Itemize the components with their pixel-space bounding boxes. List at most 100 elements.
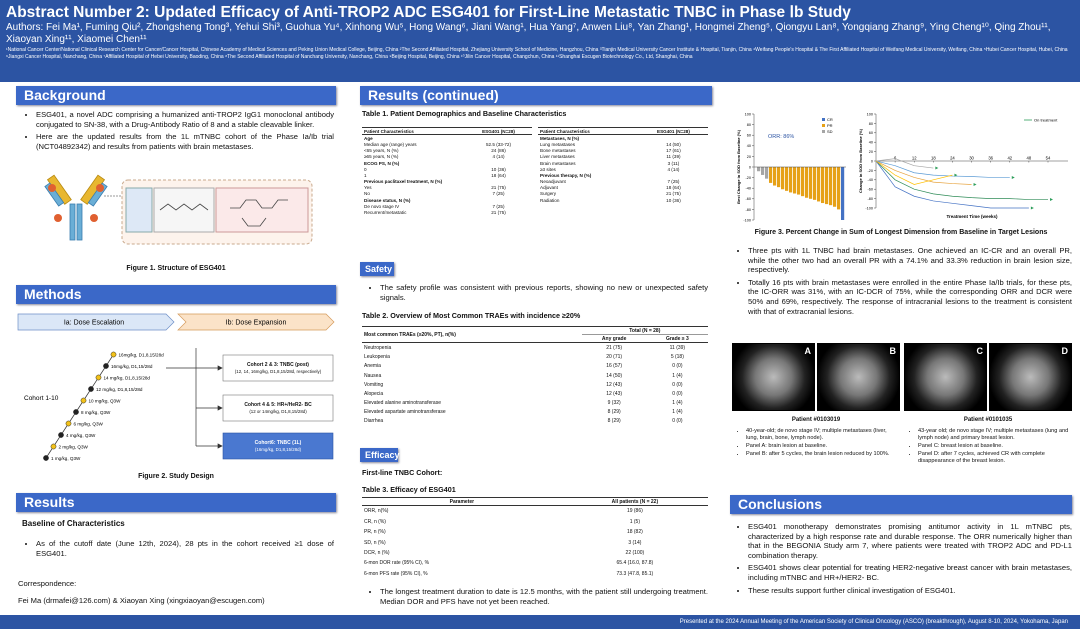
title: Abstract Number 2: Updated Efficacy of A…	[6, 4, 851, 21]
table-cell: Median age (range) years	[364, 141, 417, 147]
y-tick-label: 80	[747, 123, 751, 127]
table-cell: 21 (75)	[606, 344, 623, 351]
table-cell: 8 (29)	[607, 418, 621, 425]
patient-notes: 43-year old; de novo stage IV; multiple …	[904, 428, 1072, 465]
table-1: Patient Characteristics ESG401 (N=28) Age M…	[362, 126, 708, 216]
table-row: De novo stage IV 7 (25)	[362, 203, 532, 209]
table-row: 1 18 (64)	[362, 172, 532, 178]
y-tick-label: -100	[865, 206, 873, 210]
bar	[817, 167, 821, 202]
cohort-title: Cohort6: TNBC (1L)	[255, 440, 302, 446]
table-cell: Neutropenia	[364, 344, 392, 351]
table-cell: 6-mon PFS rate (95% CI), %	[364, 570, 428, 577]
bullet: Panel D: after 7 cycles, achieved CR wit…	[918, 451, 1072, 465]
legend-label: SD	[827, 129, 833, 134]
table-row: Anemia 16 (57) 0 (0)	[362, 362, 708, 371]
header-row: Patient Characteristics ESG401 (N=28)	[362, 126, 532, 136]
y-tick-label: 60	[869, 131, 873, 135]
table-cell: 16 (57)	[606, 363, 623, 370]
x-tick-label: 42	[1007, 156, 1012, 161]
patient-label: Patient #0103019	[791, 417, 841, 423]
bar	[781, 167, 785, 190]
waterfall-chart: 100 80 60 40 20 0 -20 -40 -60 -80 -100 Best Change …	[736, 112, 846, 222]
table-row: ECOG PS, N (%)	[362, 160, 532, 166]
bar	[833, 167, 837, 207]
bar	[829, 167, 833, 206]
table-cell: 14 (50)	[606, 372, 623, 379]
series-line	[875, 160, 972, 185]
dose-label: 12 mg/kg, D1,8,15/28d	[96, 387, 143, 392]
bullet: ESG401 monotherapy demonstrates promisin…	[748, 522, 1072, 560]
table-row: Vomiting 12 (43) 0 (0)	[362, 380, 708, 389]
dose-label: 14 mg/kg, D1,8,15/28d	[104, 376, 151, 381]
table-cell: 0 (0)	[672, 418, 683, 425]
table-cell: 7 (25)	[492, 203, 505, 209]
bar	[793, 167, 797, 194]
dose-label: 4 mg/kg, Q3W	[66, 433, 96, 438]
table-row: Elevated alanine aminotransferase 9 (32) 1…	[362, 399, 708, 408]
table-row: Lung metastases 14 (50)	[538, 141, 708, 147]
y-tick-label: 0	[749, 165, 751, 169]
table-row: Surgery 21 (75)	[538, 191, 708, 197]
dose-dot	[50, 443, 57, 450]
table-row: <65 years, N (%) 24 (86)	[362, 148, 532, 154]
y-tick-label: -80	[868, 197, 874, 201]
dose-dot	[95, 374, 102, 381]
section-heading: Methods	[16, 285, 336, 304]
y-tick-label: 100	[745, 112, 751, 116]
table-cell: 18 (64)	[666, 185, 681, 191]
y-tick-label: 20	[869, 150, 873, 154]
table-cell: PR, n (%)	[364, 529, 386, 536]
y-tick-label: 40	[869, 141, 873, 145]
bullet: The safety profile was consistent with p…	[380, 283, 708, 302]
series-line	[875, 160, 1048, 200]
table-row: Age	[362, 135, 532, 142]
table-cell: 7 (25)	[492, 191, 505, 197]
table-row: Alopecia 12 (43) 0 (0)	[362, 389, 708, 398]
table-cell: 9 (32)	[607, 400, 621, 407]
annotation: ORR: 86%	[768, 134, 794, 140]
dose-label: 16mg/kg, D1,15/28d	[111, 364, 153, 369]
table-cell: 19 (86)	[626, 508, 643, 515]
bar	[761, 167, 765, 175]
y-axis-label: Best Change in SOD from Baseline (%)	[736, 129, 741, 203]
dose-label: 1 mg/kg, Q3W	[51, 456, 81, 461]
table-title: Table 2. Overview of Most Common TRAEs w…	[362, 311, 581, 320]
table: Patient Characteristics ESG401 (N=28) Age M…	[362, 126, 532, 216]
column-header: ESG401 (N=28)	[638, 126, 708, 136]
cohort-title: Cohort 4 & 5: HR+/HeR2- BC	[244, 402, 312, 408]
panel-label: A	[804, 346, 812, 356]
bar	[769, 167, 773, 183]
table-cell: 1 (4)	[672, 400, 683, 407]
bar	[757, 167, 761, 172]
phase-label: Ib: Dose Expansion	[226, 320, 287, 327]
table-row: Brain metastases 3 (11)	[538, 160, 708, 166]
figure-1	[44, 174, 313, 245]
table-row: ≥3 sites 4 (14)	[538, 166, 708, 172]
x-tick-label: 36	[988, 156, 993, 161]
group-cell: Disease status, N (%)	[364, 197, 411, 203]
table-row: Adjuvant 18 (64)	[538, 185, 708, 191]
table-row: 0 10 (36)	[362, 166, 532, 172]
legend-swatch	[822, 118, 825, 121]
bar	[805, 167, 809, 198]
arrow	[1011, 175, 1015, 179]
table-cell: Surgery	[540, 191, 557, 197]
table-cell: CR, n (%)	[364, 518, 386, 525]
y-tick-label: -20	[868, 169, 874, 173]
y-tick-label: 60	[747, 134, 751, 138]
phase-label: Ia: Dose Escalation	[64, 320, 124, 327]
table-cell: Diarrhea	[364, 418, 384, 425]
group-cell: ECOG PS, N (%)	[364, 160, 400, 166]
bar	[765, 167, 769, 179]
section-heading: Background	[16, 86, 336, 105]
y-tick-label: 100	[867, 112, 873, 116]
table-cell: ORR, n(%)	[364, 508, 389, 515]
bar	[841, 167, 845, 220]
dose-dot	[65, 420, 72, 427]
bullet: These results support further clinical i…	[748, 586, 1072, 596]
group-cell: Previous paclitaxel treatment, N (%)	[364, 179, 443, 185]
